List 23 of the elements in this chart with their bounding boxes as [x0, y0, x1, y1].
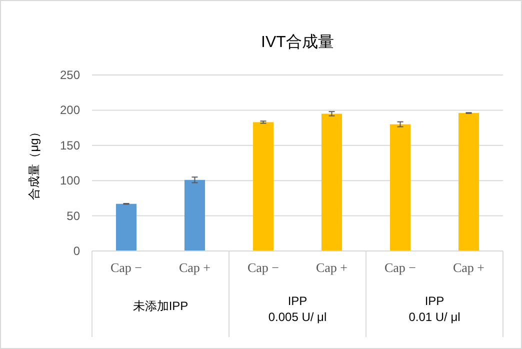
- y-tick-label: 250: [60, 68, 80, 82]
- y-tick-label: 150: [60, 138, 80, 152]
- x-tick-label: Cap −: [247, 260, 280, 275]
- bar: [321, 114, 342, 251]
- text: 未添加IPP: [132, 299, 188, 313]
- y-tick-label: 200: [60, 103, 80, 118]
- x-tick-label: Cap −: [384, 260, 416, 275]
- x-tick-label: Cap +: [316, 260, 348, 275]
- x-tick-label: Cap −: [110, 260, 142, 275]
- x-tick-label: Cap +: [178, 260, 211, 275]
- bar: [116, 204, 137, 251]
- chart-title: IVT合成量: [261, 33, 334, 51]
- y-tick-label: 100: [60, 174, 80, 188]
- text: IPP 0.005 U/ μl: [268, 294, 327, 324]
- bar: [184, 180, 206, 251]
- bar: [252, 122, 274, 251]
- bar: [458, 113, 480, 251]
- x-tick-label: Cap +: [452, 260, 485, 275]
- bar: [390, 124, 411, 251]
- y-tick-label: 0: [73, 244, 80, 258]
- text: IPP 0.01 U/ μl: [408, 294, 460, 324]
- y-axis-title: 合成量（μg）: [27, 126, 41, 200]
- y-tick-label: 50: [66, 208, 80, 223]
